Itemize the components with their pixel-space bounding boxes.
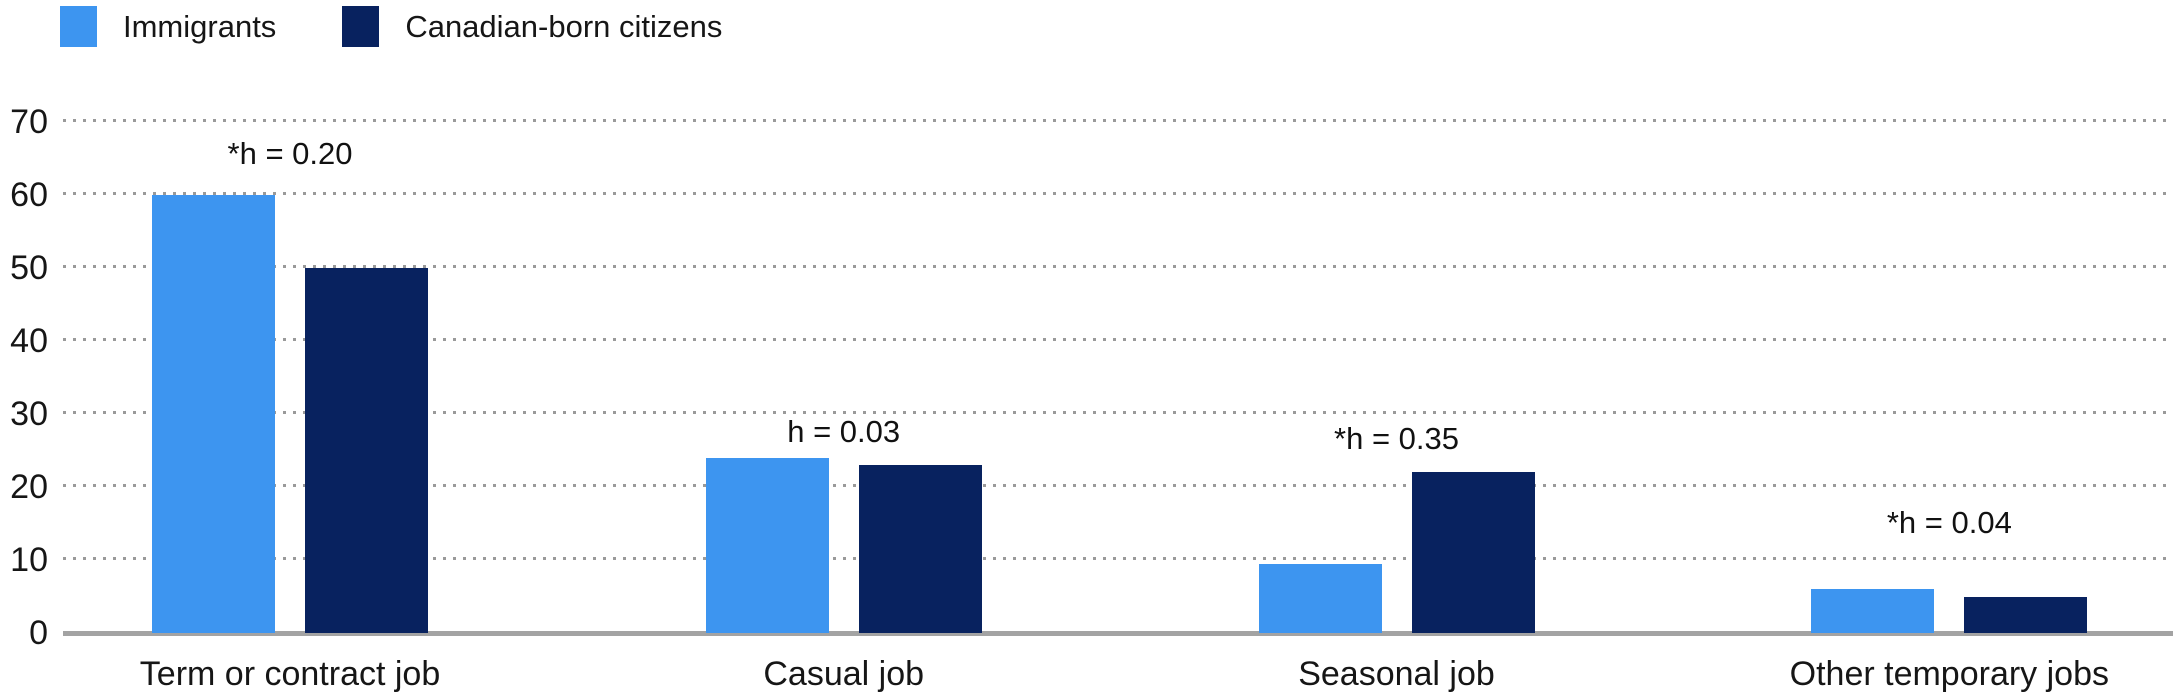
- bar-canadian-born-citizens-term-or-contract-job: [305, 268, 429, 633]
- bar-immigrants-term-or-contract-job: [152, 195, 276, 633]
- y-tick-label-0: 0: [29, 614, 48, 652]
- y-tick-label-50: 50: [10, 249, 48, 287]
- bar-group-casual-job: [705, 457, 982, 633]
- legend: Immigrants Canadian-born citizens: [60, 6, 722, 47]
- gridline-20: [63, 484, 2173, 487]
- category-label-other-temporary-jobs: Other temporary jobs: [1789, 655, 2110, 693]
- x-axis-line: [63, 631, 2173, 636]
- category-label-casual-job: Casual job: [763, 655, 925, 693]
- bar-immigrants-seasonal-job: [1258, 563, 1382, 633]
- legend-swatch-canadian-born: [342, 6, 380, 47]
- legend-item-immigrants: Immigrants: [60, 6, 276, 47]
- plot-area: 0 10 20 30 40 50 60 70 *h = 0.20 Term or contract…: [10, 105, 2173, 691]
- annotation-other-temporary-jobs: *h = 0.04: [1886, 505, 2012, 541]
- y-tick-label-70: 70: [10, 103, 48, 141]
- y-tick-label-10: 10: [10, 541, 48, 579]
- gridline-40: [63, 338, 2173, 341]
- gridline-10: [63, 557, 2173, 560]
- category-label-seasonal-job: Seasonal job: [1298, 655, 1495, 693]
- legend-swatch-immigrants: [60, 6, 97, 47]
- bar-immigrants-other-temporary-jobs: [1811, 589, 1935, 633]
- y-tick-label-20: 20: [10, 468, 48, 506]
- bar-canadian-born-citizens-casual-job: [858, 465, 982, 633]
- bar-canadian-born-citizens-seasonal-job: [1411, 472, 1535, 633]
- y-tick-label-40: 40: [10, 322, 48, 360]
- bar-immigrants-casual-job: [705, 457, 829, 633]
- y-tick-label-60: 60: [10, 176, 48, 214]
- bar-group-term-or-contract-job: [152, 195, 429, 633]
- bar-group-seasonal-job: [1258, 472, 1535, 633]
- category-label-term-or-contract-job: Term or contract job: [139, 655, 441, 693]
- legend-label-canadian-born: Canadian-born citizens: [405, 9, 723, 44]
- bar-group-other-temporary-jobs: [1811, 589, 2088, 633]
- annotation-seasonal-job: *h = 0.35: [1334, 421, 1459, 457]
- gridline-70: [63, 119, 2173, 122]
- gridline-50: [63, 265, 2173, 268]
- annotation-term-or-contract-job: *h = 0.20: [227, 136, 353, 172]
- bar-canadian-born-citizens-other-temporary-jobs: [1964, 596, 2088, 633]
- gridline-30: [63, 411, 2173, 414]
- gridline-60: [63, 192, 2173, 195]
- y-tick-label-30: 30: [10, 395, 48, 433]
- legend-item-canadian-born: Canadian-born citizens: [342, 6, 722, 47]
- legend-label-immigrants: Immigrants: [123, 9, 277, 44]
- annotation-casual-job: h = 0.03: [787, 413, 901, 449]
